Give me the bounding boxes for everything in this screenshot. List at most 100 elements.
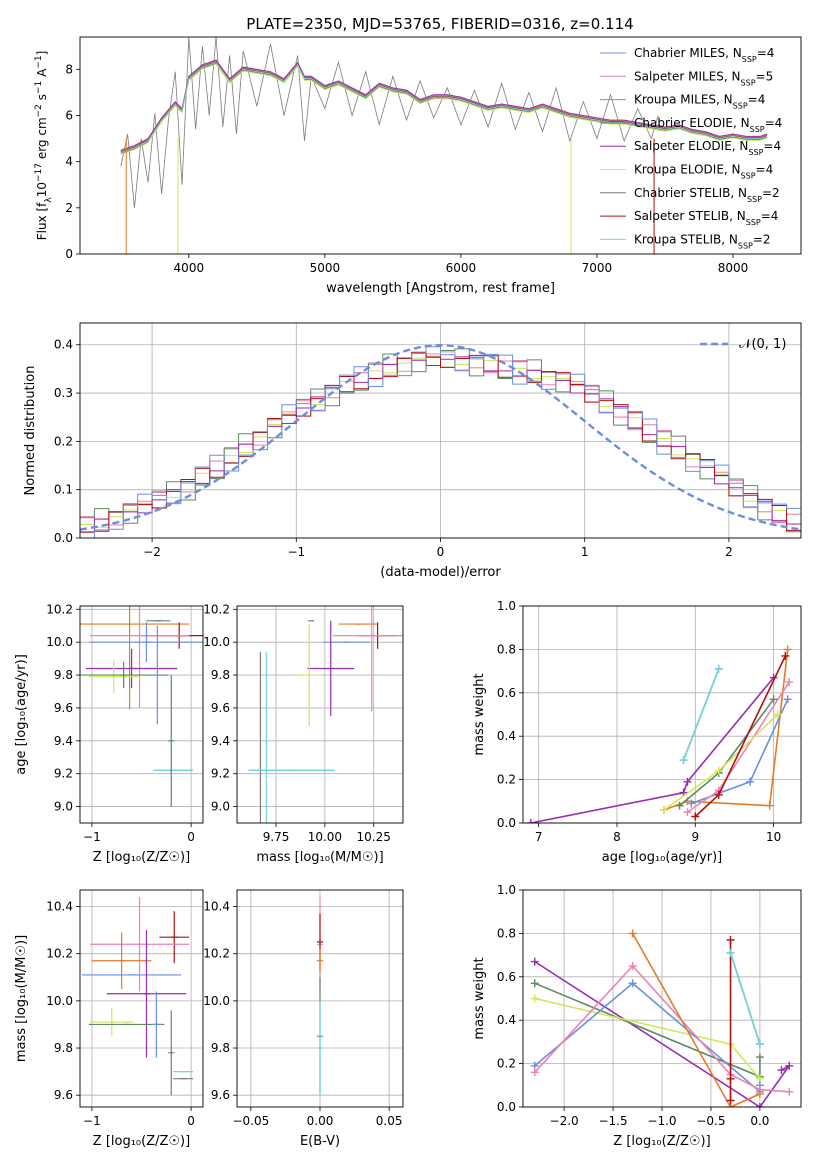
y-axis-label: mass [log₁₀(M/M☉)]	[14, 935, 29, 1062]
y-tick-label: 9.0	[54, 800, 73, 814]
plot-area	[317, 897, 323, 1096]
y-tick-label: 0.8	[497, 926, 516, 940]
y-tick-label: 0.8	[497, 642, 516, 656]
y-axis-label: mass weight	[472, 673, 487, 755]
series-marker	[683, 808, 692, 817]
series-marker	[726, 1096, 735, 1105]
axes-frame	[79, 605, 204, 824]
y-tick-label: 0.4	[497, 1013, 516, 1027]
axes-frame	[522, 605, 802, 824]
x-tick-label: −1	[83, 830, 101, 844]
series-marker	[783, 645, 792, 654]
y-tick-label: 10.4	[46, 900, 73, 914]
y-tick-label: 0.2	[497, 773, 516, 787]
plot-area	[80, 606, 203, 807]
series-marker	[726, 935, 735, 944]
x-tick-label: 8	[613, 830, 621, 844]
y-tick-label: 9.4	[211, 734, 230, 748]
x-tick-label: 4000	[174, 261, 205, 275]
y-axis-label: mass weight	[472, 957, 487, 1039]
y-tick-label: 9.8	[54, 668, 73, 682]
histogram-red	[80, 351, 801, 533]
series-marker	[714, 664, 723, 673]
series-marker	[755, 1103, 764, 1107]
x-axis-label: (data-model)/error	[380, 565, 501, 580]
y-tick-label: 10.2	[46, 947, 73, 961]
series-marker	[530, 1068, 539, 1077]
y-tick-label: 0.2	[54, 434, 73, 448]
x-tick-label: −2	[143, 545, 161, 559]
x-tick-label: 2	[725, 545, 733, 559]
axes-frame	[79, 322, 802, 539]
y-tick-label: 9.2	[211, 767, 230, 781]
y-tick-label: 0.0	[54, 531, 73, 545]
series-purple	[120, 59, 768, 151]
series-marker	[755, 1053, 764, 1062]
x-tick-label: 5000	[310, 261, 341, 275]
panel-2: −2 −1 0 1 2 0.0 0.1 0.2 0.3 0.4 (data-model)/error…	[23, 322, 802, 580]
y-tick-label: 0.3	[54, 386, 73, 400]
series-observed	[120, 37, 659, 208]
y-tick-label: 0.6	[497, 970, 516, 984]
plot-area	[248, 606, 403, 823]
series-marker	[683, 777, 692, 786]
panel-7: −0.05 0.00 0.05 9.6 9.8 10.0 10.2 10.4 E(B-V)	[203, 889, 404, 1149]
series-marker	[679, 756, 688, 765]
y-tick-label: 10.4	[203, 900, 230, 914]
x-tick-label: 7000	[582, 261, 613, 275]
x-tick-label: −1.0	[647, 1114, 676, 1128]
x-axis-label: mass [log₁₀(M/M☉)]	[256, 850, 383, 865]
series-marker	[530, 979, 539, 988]
x-tick-label: 0.00	[307, 1114, 334, 1128]
legend-label: 𝒩(0, 1)	[739, 337, 786, 352]
x-tick-label: −1.5	[598, 1114, 627, 1128]
x-tick-label: 9.75	[263, 830, 290, 844]
series-yellow	[663, 713, 779, 811]
x-axis-label: Z [log₁₀(Z/Z☉)]	[93, 850, 190, 865]
y-tick-label: 10.0	[203, 994, 230, 1008]
y-tick-label: 10.2	[46, 602, 73, 616]
y-tick-label: 9.0	[211, 800, 230, 814]
y-tick-label: 10.0	[46, 994, 73, 1008]
series-marker	[746, 777, 755, 786]
legend-label: Kroupa ELODIE, NSSP=4	[634, 163, 773, 181]
y-tick-label: 9.6	[211, 1088, 230, 1102]
normal-curve	[80, 344, 801, 531]
axes-frame	[522, 889, 802, 1108]
y-tick-label: 10.0	[46, 635, 73, 649]
y-tick-label: 0.0	[497, 816, 516, 830]
legend: Chabrier MILES, NSSP=4 Salpeter MILES, NS…	[600, 46, 782, 250]
series-orange	[631, 933, 761, 1107]
y-tick-label: 1.0	[497, 599, 516, 613]
y-tick-label: 1.0	[497, 883, 516, 897]
plot-area	[81, 897, 194, 1096]
y-tick-label: 0	[65, 247, 73, 261]
series-orange	[663, 649, 789, 811]
histogram-blue	[93, 346, 801, 538]
series-blue	[534, 982, 761, 1094]
x-tick-label: 10.25	[357, 830, 391, 844]
panel-1: 4000 5000 6000 7000 8000 0 2 4 6 8 wavelength [Ang…	[34, 36, 802, 296]
axes-frame	[236, 889, 404, 1108]
y-tick-label: 0.2	[497, 1057, 516, 1071]
y-tick-label: 0.6	[497, 686, 516, 700]
legend-label: Chabrier ELODIE, NSSP=4	[634, 116, 782, 133]
x-tick-label: −0.05	[232, 1114, 269, 1128]
legend-label: Salpeter ELODIE, NSSP=4	[634, 139, 781, 157]
axes-frame	[236, 605, 404, 824]
y-tick-label: 0.4	[54, 338, 73, 352]
legend-label: Kroupa MILES, NSSP=4	[634, 93, 765, 111]
series-marker	[773, 710, 782, 719]
series-marker	[628, 979, 637, 988]
series-purple	[530, 677, 775, 823]
x-tick-label: 0	[187, 830, 195, 844]
x-axis-label: E(B-V)	[300, 1134, 340, 1149]
panel-5: 7 8 9 10 0.0 0.2 0.4 0.6 0.8 1.0 age [log₁₀(age/yr…	[472, 599, 802, 865]
figure-title: PLATE=2350, MJD=53765, FIBERID=0316, z=0…	[246, 15, 633, 33]
y-tick-label: 10.2	[203, 947, 230, 961]
series-yellow	[120, 63, 768, 155]
y-tick-label: 10.0	[203, 635, 230, 649]
x-tick-label: 0	[187, 1114, 195, 1128]
series-marker	[785, 1061, 794, 1070]
